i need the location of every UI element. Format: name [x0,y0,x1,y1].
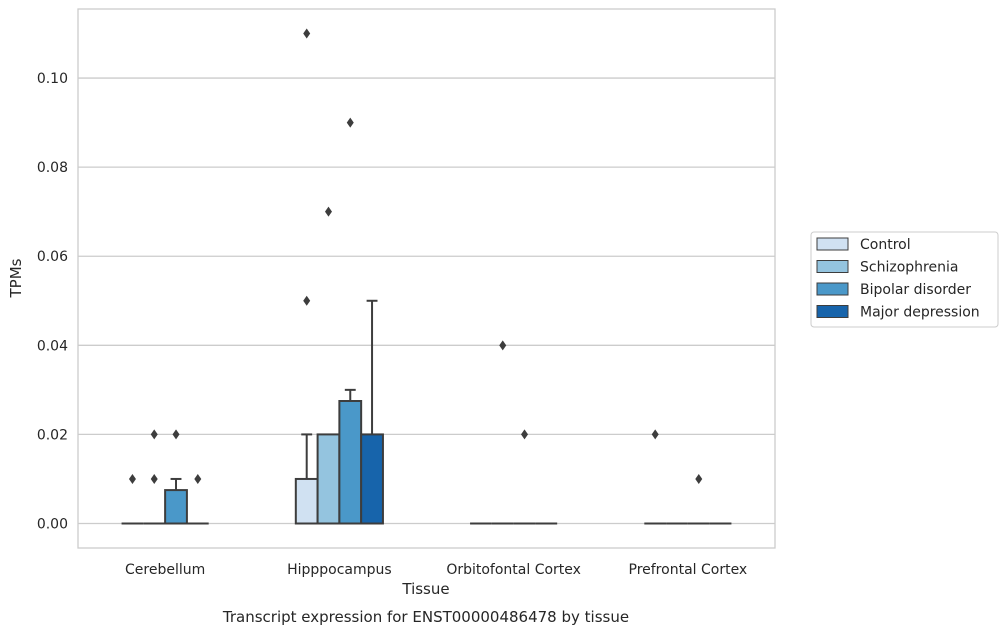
box-group [316,206,341,525]
legend: Control Schizophrenia Bipolar disorder Majo… [810,231,999,328]
box-group [164,429,188,525]
x-tick-labels: Cerebellum Hipppocampus Orbitofontal Corte… [125,562,747,578]
plot-background [78,9,775,548]
outlier-point [346,117,354,128]
x-axis-label: Tissue [401,580,449,598]
x-tick-label: Prefrontal Cortex [629,562,748,578]
legend-items: Control Schizophrenia Bipolar disorder Majo… [816,237,980,321]
outlier-point [303,28,311,39]
outlier-point [521,429,529,440]
x-tick-label: Orbitofontal Cortex [446,562,581,578]
legend-swatch [816,282,849,296]
y-tick-label: 0.08 [37,160,68,176]
box-rect [294,477,319,525]
y-tick-label: 0.04 [37,338,68,354]
outlier-point [303,295,311,306]
box-rect [316,433,341,525]
legend-label: Major depression [860,305,980,321]
y-tick-label: 0.02 [37,427,68,443]
legend-swatch [816,305,849,318]
box-group [644,429,667,525]
y-tick-label: 0.00 [37,517,68,533]
box-group [186,473,209,525]
legend-item: Bipolar disorder [816,282,971,298]
box-group [491,340,514,525]
box-rect [360,433,384,525]
x-tick-label: Cerebellum [125,562,205,578]
outlier-point [651,429,659,440]
outlier-point [324,206,332,217]
legend-frame [810,231,999,328]
box-group [121,473,144,525]
box-group [687,473,710,525]
plot-frame [77,8,776,549]
box-group [360,299,384,525]
y-axis-label: TPMs [7,258,25,298]
outlier-point [499,340,507,351]
box-group [143,429,166,525]
outlier-point [128,473,136,484]
outlier-point [194,473,202,484]
y-tick-label: 0.10 [37,71,68,87]
box-group [338,117,363,525]
outlier-point [150,429,158,440]
x-tick-label: Hipppocampus [287,562,392,578]
box-rect [164,489,188,525]
legend-label: Schizophrenia [860,260,958,276]
outlier-point [172,429,180,440]
chart-title: Transcript expression for ENST0000048647… [222,608,629,626]
boxes [121,28,732,525]
legend-label: Bipolar disorder [860,282,971,298]
box-rect [338,400,363,525]
box-group [513,429,536,525]
legend-label: Control [860,237,911,253]
legend-swatch [816,260,849,273]
outlier-point [150,473,158,484]
y-tick-labels: 0.00 0.02 0.04 0.06 0.08 0.10 [37,71,68,532]
outlier-point [695,473,703,484]
legend-item: Schizophrenia [816,260,958,276]
legend-swatch [816,237,849,251]
legend-item: Major depression [816,305,980,321]
y-tick-label: 0.06 [37,249,68,265]
legend-item: Control [816,237,911,253]
